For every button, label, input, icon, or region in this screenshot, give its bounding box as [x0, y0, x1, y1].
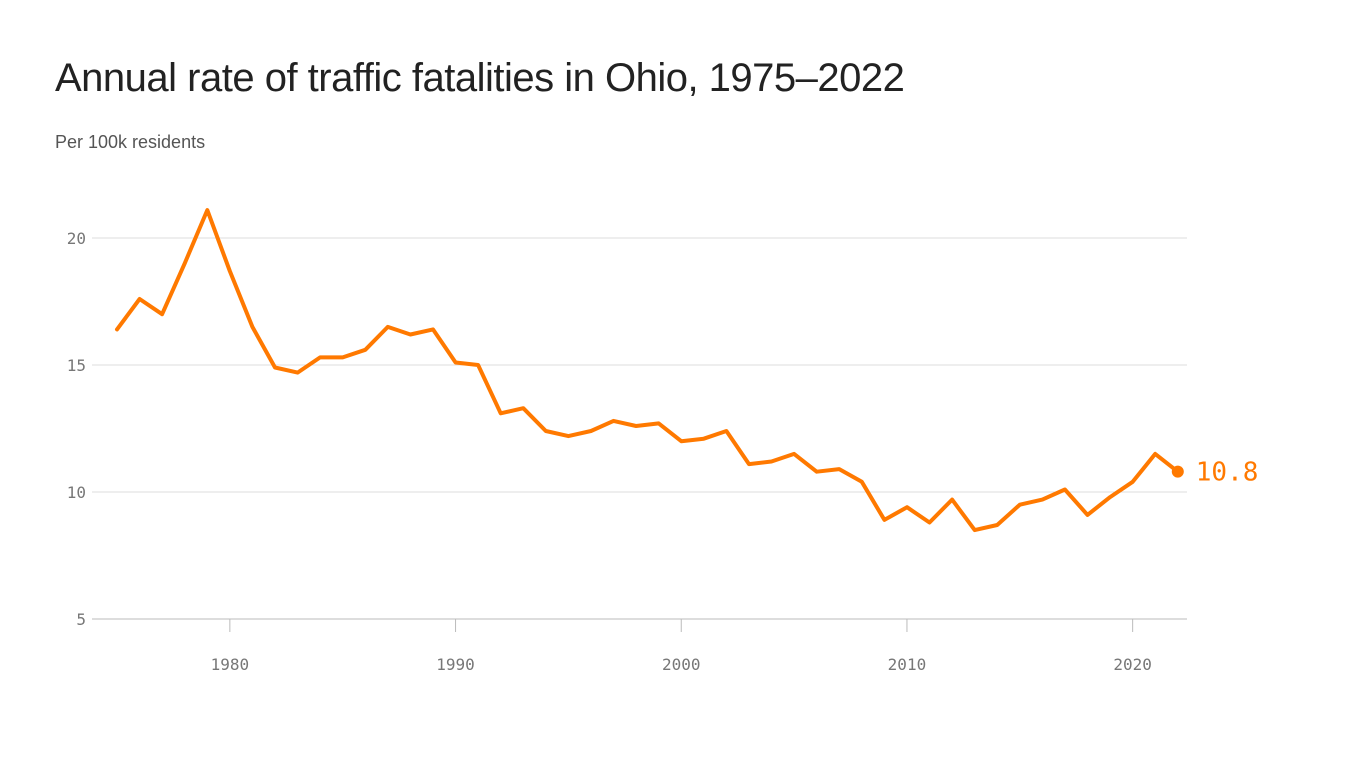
data-point [679, 439, 683, 443]
data-point [183, 261, 187, 265]
data-point [296, 371, 300, 375]
data-point [1108, 495, 1112, 499]
data-point [454, 360, 458, 364]
data-point [950, 498, 954, 502]
data-point [905, 505, 909, 509]
data-line [115, 208, 1180, 533]
data-point [115, 327, 119, 331]
y-tick-label: 20 [67, 229, 86, 248]
end-value-label: 10.8 [1196, 458, 1259, 488]
data-point [521, 406, 525, 410]
data-point [1063, 487, 1067, 491]
data-point [566, 434, 570, 438]
data-point [386, 325, 390, 329]
data-point [589, 429, 593, 433]
x-tick-label: 2000 [662, 655, 701, 674]
chart-title: Annual rate of traffic fatalities in Ohi… [55, 56, 905, 100]
data-point [792, 452, 796, 456]
data-point [1153, 452, 1157, 456]
data-point [318, 355, 322, 359]
data-point [499, 411, 503, 415]
data-point [634, 424, 638, 428]
data-point [250, 325, 254, 329]
data-point [724, 429, 728, 433]
data-point [1131, 480, 1135, 484]
data-point [408, 333, 412, 337]
data-point [657, 421, 661, 425]
x-tick-label: 1980 [211, 655, 250, 674]
data-point [138, 297, 142, 301]
chart-subtitle: Per 100k residents [55, 132, 206, 152]
data-point [882, 518, 886, 522]
x-tick-label: 1990 [436, 655, 475, 674]
y-tick-label: 5 [76, 610, 86, 629]
end-point-marker [1171, 465, 1184, 478]
data-point [702, 437, 706, 441]
x-tick-label: 2020 [1113, 655, 1152, 674]
data-point [995, 523, 999, 527]
data-point [228, 269, 232, 273]
data-point [1018, 503, 1022, 507]
data-point [612, 419, 616, 423]
data-point [770, 460, 774, 464]
data-point [1086, 513, 1090, 517]
data-point [1040, 498, 1044, 502]
data-point [815, 470, 819, 474]
data-point [205, 208, 209, 212]
data-point [431, 327, 435, 331]
data-point [273, 366, 277, 370]
data-point [544, 429, 548, 433]
data-point [973, 528, 977, 532]
data-point [160, 312, 164, 316]
data-point [363, 348, 367, 352]
data-point [341, 355, 345, 359]
y-tick-label: 15 [67, 356, 86, 375]
x-tick-label: 2010 [888, 655, 927, 674]
data-point [476, 363, 480, 367]
data-point [747, 462, 751, 466]
data-point [837, 467, 841, 471]
data-point [928, 520, 932, 524]
y-tick-label: 10 [67, 483, 86, 502]
data-point [860, 480, 864, 484]
